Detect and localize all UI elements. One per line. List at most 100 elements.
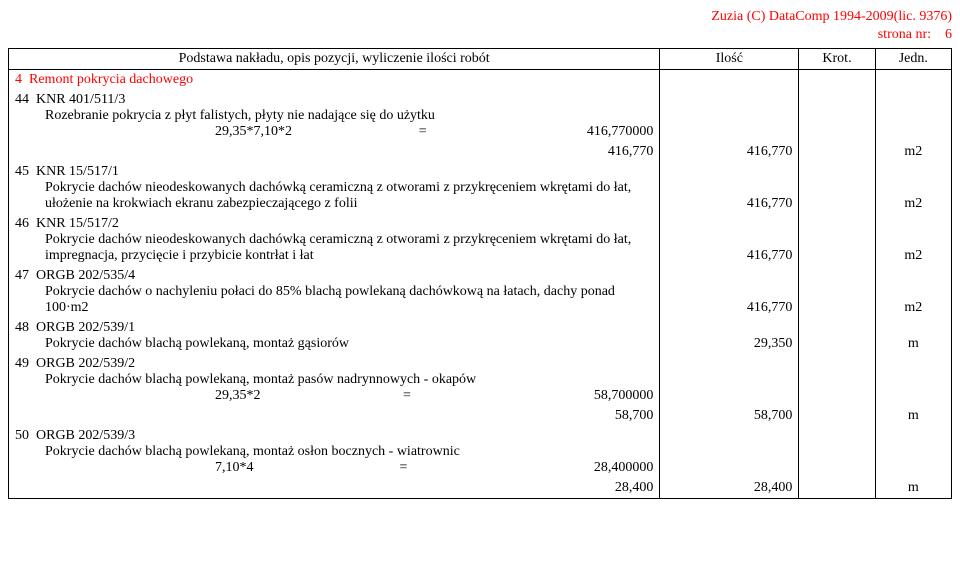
row-krot xyxy=(799,318,875,354)
row-jedn-blank xyxy=(875,426,951,478)
row-num: 50 xyxy=(15,428,29,443)
section-cell: 4 Remont pokrycia dachowego xyxy=(9,70,660,91)
table-row: 46 KNR 15/517/2 Pokrycie dachów nieodesk… xyxy=(9,214,952,266)
row-krot-blank xyxy=(799,426,875,478)
row-desc-cell: 44 KNR 401/511/3 Rozebranie pokrycia z p… xyxy=(9,90,660,142)
table-row: 49 ORGB 202/539/2 Pokrycie dachów blachą… xyxy=(9,354,952,406)
row-jedn-blank xyxy=(875,354,951,406)
row-qty: 28,400 xyxy=(660,478,799,499)
row-desc: Pokrycie dachów nieodeskowanych dachówką… xyxy=(15,180,653,212)
table-row: 45 KNR 15/517/1 Pokrycie dachów nieodesk… xyxy=(9,162,952,214)
row-jedn: m xyxy=(875,406,951,426)
row-code: ORGB 202/535/4 xyxy=(36,268,135,283)
row-num: 48 xyxy=(15,320,29,335)
row-desc-cell: 50 ORGB 202/539/3 Pokrycie dachów blachą… xyxy=(9,426,660,478)
page-number: 6 xyxy=(945,27,952,42)
row-qty: 416,770 xyxy=(660,214,799,266)
row-code: KNR 15/517/1 xyxy=(36,164,119,179)
row-krot xyxy=(799,478,875,499)
row-desc: Rozebranie pokrycia z płyt falistych, pł… xyxy=(15,108,653,124)
col-header-desc: Podstawa nakładu, opis pozycji, wyliczen… xyxy=(9,49,660,70)
row-qty: 416,770 xyxy=(660,266,799,318)
table-row: 44 KNR 401/511/3 Rozebranie pokrycia z p… xyxy=(9,90,952,142)
calc-eq: = xyxy=(292,124,553,140)
section-qty xyxy=(660,70,799,91)
row-code: ORGB 202/539/3 xyxy=(36,428,135,443)
row-sum-desc: 28,400 xyxy=(9,478,660,499)
row-qty: 416,770 xyxy=(660,142,799,162)
row-calc: 29,35*7,10*2 = 416,770000 xyxy=(15,124,653,140)
cost-estimate-table: Podstawa nakładu, opis pozycji, wyliczen… xyxy=(8,48,952,499)
row-krot xyxy=(799,406,875,426)
row-sum-desc: 416,770 xyxy=(9,142,660,162)
row-code: KNR 401/511/3 xyxy=(36,92,125,107)
row-krot xyxy=(799,142,875,162)
row-desc-cell: 46 KNR 15/517/2 Pokrycie dachów nieodesk… xyxy=(9,214,660,266)
row-krot-blank xyxy=(799,90,875,142)
section-number: 4 xyxy=(15,72,22,87)
calc-eq: = xyxy=(254,460,554,476)
col-header-krot: Krot. xyxy=(799,49,875,70)
calc-lhs: 29,35*2 xyxy=(215,388,261,404)
row-desc: Pokrycie dachów blachą powlekaną, montaż… xyxy=(15,444,653,460)
row-desc-cell: 49 ORGB 202/539/2 Pokrycie dachów blachą… xyxy=(9,354,660,406)
row-calc: 7,10*4 = 28,400000 xyxy=(15,460,653,476)
row-qty-blank xyxy=(660,90,799,142)
row-num: 49 xyxy=(15,356,29,371)
row-krot xyxy=(799,266,875,318)
table-row-sum: 28,400 28,400 m xyxy=(9,478,952,499)
row-num: 46 xyxy=(15,216,29,231)
row-code: ORGB 202/539/1 xyxy=(36,320,135,335)
row-jedn: m xyxy=(875,318,951,354)
row-qty: 29,350 xyxy=(660,318,799,354)
calc-rhs: 28,400000 xyxy=(553,460,653,476)
row-calc: 29,35*2 = 58,700000 xyxy=(15,388,653,404)
row-code: KNR 15/517/2 xyxy=(36,216,119,231)
table-row: 48 ORGB 202/539/1 Pokrycie dachów blachą… xyxy=(9,318,952,354)
calc-lhs: 7,10*4 xyxy=(215,460,254,476)
row-desc-cell: 45 KNR 15/517/1 Pokrycie dachów nieodesk… xyxy=(9,162,660,214)
row-qty: 58,700 xyxy=(660,406,799,426)
page-header: Zuzia (C) DataComp 1994-2009(lic. 9376) … xyxy=(8,8,952,44)
table-row-sum: 58,700 58,700 m xyxy=(9,406,952,426)
row-desc-cell: 48 ORGB 202/539/1 Pokrycie dachów blachą… xyxy=(9,318,660,354)
row-krot xyxy=(799,214,875,266)
row-krot-blank xyxy=(799,354,875,406)
section-jedn xyxy=(875,70,951,91)
row-desc-cell: 47 ORGB 202/535/4 Pokrycie dachów o nach… xyxy=(9,266,660,318)
section-row: 4 Remont pokrycia dachowego xyxy=(9,70,952,91)
row-desc: Pokrycie dachów blachą powlekaną, montaż… xyxy=(15,372,653,388)
col-header-qty: Ilość xyxy=(660,49,799,70)
row-sum-desc: 58,700 xyxy=(9,406,660,426)
copyright-text: Zuzia (C) DataComp 1994-2009(lic. 9376) xyxy=(711,9,952,24)
table-row: 47 ORGB 202/535/4 Pokrycie dachów o nach… xyxy=(9,266,952,318)
col-header-jedn: Jedn. xyxy=(875,49,951,70)
row-krot xyxy=(799,162,875,214)
calc-lhs: 29,35*7,10*2 xyxy=(215,124,292,140)
table-header-row: Podstawa nakładu, opis pozycji, wyliczen… xyxy=(9,49,952,70)
section-krot xyxy=(799,70,875,91)
row-desc: Pokrycie dachów nieodeskowanych dachówką… xyxy=(15,232,653,264)
row-num: 45 xyxy=(15,164,29,179)
row-code: ORGB 202/539/2 xyxy=(36,356,135,371)
row-qty: 416,770 xyxy=(660,162,799,214)
row-num: 47 xyxy=(15,268,29,283)
page-label: strona nr: xyxy=(878,27,931,42)
row-jedn: m2 xyxy=(875,142,951,162)
row-qty-blank xyxy=(660,354,799,406)
row-num: 44 xyxy=(15,92,29,107)
row-jedn-blank xyxy=(875,90,951,142)
table-row-sum: 416,770 416,770 m2 xyxy=(9,142,952,162)
section-title: Remont pokrycia dachowego xyxy=(29,72,193,87)
row-jedn: m xyxy=(875,478,951,499)
row-jedn: m2 xyxy=(875,214,951,266)
row-qty-blank xyxy=(660,426,799,478)
table-row: 50 ORGB 202/539/3 Pokrycie dachów blachą… xyxy=(9,426,952,478)
calc-rhs: 58,700000 xyxy=(553,388,653,404)
row-jedn: m2 xyxy=(875,266,951,318)
calc-rhs: 416,770000 xyxy=(553,124,653,140)
row-desc: Pokrycie dachów blachą powlekaną, montaż… xyxy=(15,336,653,352)
row-jedn: m2 xyxy=(875,162,951,214)
row-desc: Pokrycie dachów o nachyleniu połaci do 8… xyxy=(15,284,653,316)
calc-eq: = xyxy=(261,388,554,404)
